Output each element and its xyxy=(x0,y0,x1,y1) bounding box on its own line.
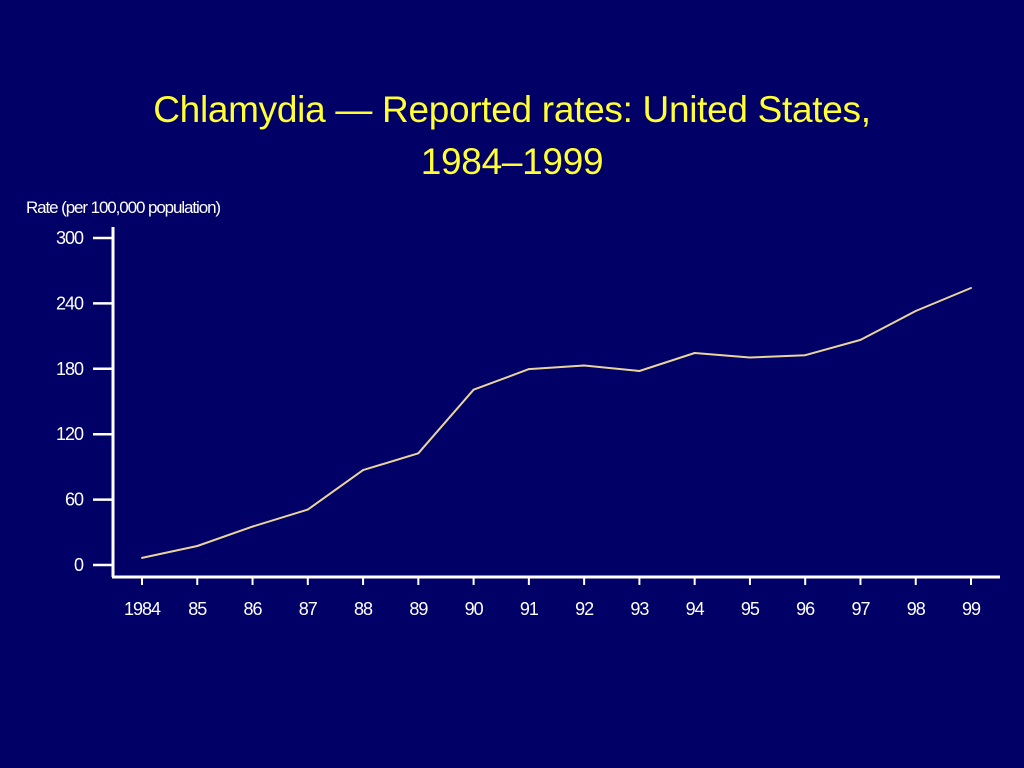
data-point xyxy=(583,364,586,367)
x-tick-label: 90 xyxy=(465,599,484,619)
data-point xyxy=(970,287,972,290)
data-point xyxy=(141,556,143,559)
data-point xyxy=(196,545,199,548)
x-tick-label: 94 xyxy=(686,599,705,619)
y-tick-label: 300 xyxy=(56,228,84,248)
x-tick-label: 98 xyxy=(907,599,926,619)
data-point xyxy=(693,351,696,354)
data-point xyxy=(859,338,862,341)
data-point xyxy=(251,525,254,528)
x-tick-label: 91 xyxy=(520,599,539,619)
x-tick-label: 95 xyxy=(741,599,760,619)
x-tick-label: 96 xyxy=(796,599,815,619)
data-point xyxy=(362,469,365,472)
x-tick-label: 89 xyxy=(409,599,428,619)
data-point xyxy=(306,508,309,511)
x-tick-label: 85 xyxy=(188,599,207,619)
chart-title: Chlamydia — Reported rates: United State… xyxy=(0,84,1024,188)
data-point xyxy=(638,369,641,372)
series-line xyxy=(141,287,972,559)
x-tick-label: 88 xyxy=(354,599,373,619)
x-tick-label: 87 xyxy=(299,599,318,619)
y-tick-label: 120 xyxy=(56,424,84,444)
chart-title-line-2: 1984–1999 xyxy=(420,141,604,182)
data-point xyxy=(804,354,807,357)
x-tick-label: 1984 xyxy=(124,599,161,619)
x-tick-label: 97 xyxy=(851,599,870,619)
y-tick-label: 180 xyxy=(56,359,84,379)
data-point xyxy=(748,356,751,359)
y-tick-label: 60 xyxy=(65,490,84,510)
y-tick-label: 240 xyxy=(56,293,84,313)
y-axis-label: Rate (per 100,000 population) xyxy=(26,198,221,217)
x-tick-label: 99 xyxy=(962,599,981,619)
data-point xyxy=(914,310,917,313)
data-point xyxy=(527,368,530,371)
chart-title-line-1: Chlamydia — Reported rates: United State… xyxy=(153,89,871,130)
y-tick-label: 0 xyxy=(74,555,84,575)
data-point xyxy=(417,452,420,455)
x-tick-label: 86 xyxy=(244,599,263,619)
x-tick-label: 93 xyxy=(630,599,649,619)
data-point xyxy=(472,388,475,391)
x-tick-label: 92 xyxy=(575,599,594,619)
